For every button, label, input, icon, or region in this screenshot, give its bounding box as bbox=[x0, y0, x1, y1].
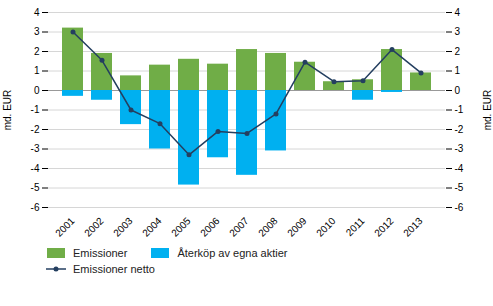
svg-text:-1: -1 bbox=[31, 104, 40, 115]
svg-text:-5: -5 bbox=[455, 182, 464, 193]
svg-text:2003: 2003 bbox=[111, 215, 135, 239]
svg-text:2: 2 bbox=[34, 46, 40, 57]
html-text:Emissioner: Emissioner bbox=[73, 247, 128, 259]
svg-text:1: 1 bbox=[34, 65, 40, 76]
svg-text:-4: -4 bbox=[455, 163, 464, 174]
svg-text:2005: 2005 bbox=[169, 215, 193, 239]
svg-text:1: 1 bbox=[455, 65, 461, 76]
svg-text:2009: 2009 bbox=[285, 215, 309, 239]
svg-text:4: 4 bbox=[34, 7, 40, 18]
svg-text:2011: 2011 bbox=[344, 215, 367, 238]
html-text:Emissioner netto: Emissioner netto bbox=[73, 263, 155, 275]
svg-text:2004: 2004 bbox=[140, 215, 164, 239]
svg-text:0: 0 bbox=[455, 85, 461, 96]
svg-text:-5: -5 bbox=[31, 182, 40, 193]
svg-text:-6: -6 bbox=[31, 202, 40, 213]
svg-text:-2: -2 bbox=[31, 124, 40, 135]
svg-text:2008: 2008 bbox=[256, 215, 280, 239]
svg-text:0: 0 bbox=[34, 85, 40, 96]
svg-text:-6: -6 bbox=[455, 202, 464, 213]
svg-text:2006: 2006 bbox=[198, 215, 222, 239]
svg-text:3: 3 bbox=[34, 26, 40, 37]
svg-text:2012: 2012 bbox=[372, 215, 396, 239]
svg-text:-3: -3 bbox=[31, 143, 40, 154]
svg-text:2: 2 bbox=[455, 46, 461, 57]
svg-text:2002: 2002 bbox=[82, 215, 106, 239]
svg-text:2010: 2010 bbox=[314, 215, 338, 239]
svg-text:-4: -4 bbox=[31, 163, 40, 174]
svg-text:3: 3 bbox=[455, 26, 461, 37]
svg-text:2007: 2007 bbox=[227, 215, 251, 239]
svg-text:4: 4 bbox=[455, 7, 461, 18]
svg-text:-3: -3 bbox=[455, 143, 464, 154]
svg-text:md. EUR: md. EUR bbox=[482, 90, 493, 131]
svg-text:-1: -1 bbox=[455, 104, 464, 115]
html-text:Återköp av egna aktier: Återköp av egna aktier bbox=[177, 247, 288, 259]
svg-text:2001: 2001 bbox=[53, 215, 77, 239]
svg-text:md. EUR: md. EUR bbox=[2, 90, 13, 131]
svg-text:2013: 2013 bbox=[401, 215, 425, 239]
svg-text:-2: -2 bbox=[455, 124, 464, 135]
